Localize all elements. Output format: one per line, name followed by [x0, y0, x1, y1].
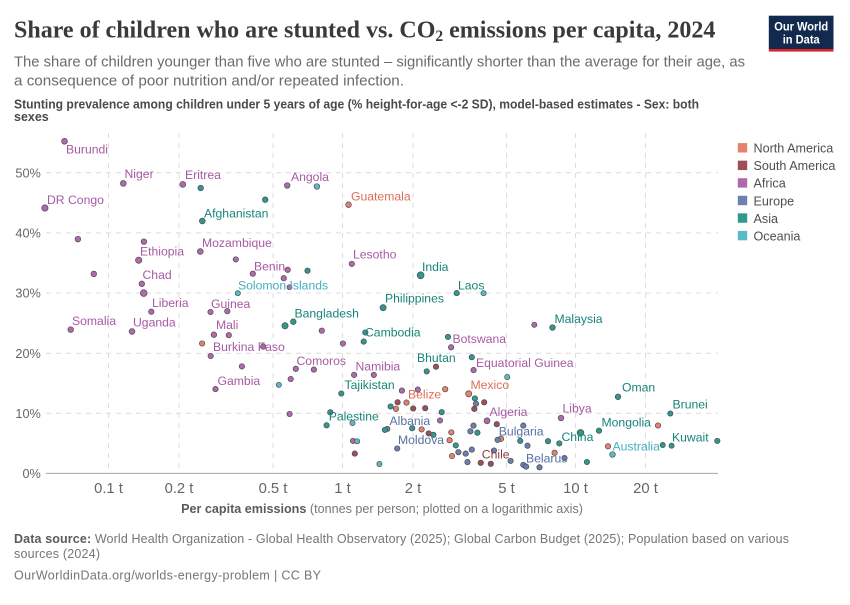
svg-text:20 t: 20 t [633, 481, 658, 497]
svg-text:Brunei: Brunei [673, 398, 708, 412]
svg-text:sources (2024): sources (2024) [14, 547, 100, 561]
svg-text:Europe: Europe [754, 194, 795, 208]
svg-text:sexes: sexes [14, 110, 49, 124]
svg-text:Somalia: Somalia [72, 314, 116, 328]
svg-text:The share of children younger: The share of children younger than five … [14, 53, 745, 70]
svg-text:Share of children who are stun: Share of children who are stunted vs. CO… [14, 18, 715, 46]
svg-text:30%: 30% [15, 287, 40, 301]
svg-text:Mozambique: Mozambique [202, 236, 272, 250]
svg-text:DR Congo: DR Congo [47, 193, 104, 207]
svg-text:Per capita emissions (tonnes p: Per capita emissions (tonnes per person;… [181, 502, 583, 516]
svg-text:40%: 40% [15, 227, 40, 241]
svg-text:Namibia: Namibia [356, 360, 401, 374]
svg-text:Angola: Angola [291, 170, 329, 184]
svg-text:Ethiopia: Ethiopia [140, 245, 184, 259]
svg-text:Malaysia: Malaysia [555, 312, 603, 326]
svg-text:Oman: Oman [622, 381, 655, 395]
svg-text:20%: 20% [15, 347, 40, 361]
svg-text:Afghanistan: Afghanistan [204, 207, 268, 221]
svg-text:Stunting prevalence among chil: Stunting prevalence among children under… [14, 97, 699, 111]
svg-text:Equatorial Guinea: Equatorial Guinea [476, 356, 574, 370]
svg-text:Niger: Niger [125, 167, 154, 181]
svg-text:Eritrea: Eritrea [185, 168, 221, 182]
svg-text:South America: South America [754, 159, 836, 173]
svg-text:Belize: Belize [408, 388, 441, 402]
svg-text:Mali: Mali [216, 318, 238, 332]
svg-text:Liberia: Liberia [152, 296, 189, 310]
svg-text:Our World: Our World [774, 20, 828, 34]
svg-text:Libya: Libya [563, 402, 592, 416]
svg-text:Cambodia: Cambodia [365, 326, 421, 340]
svg-text:in Data: in Data [783, 32, 820, 46]
svg-text:Solomon Islands: Solomon Islands [238, 279, 328, 293]
svg-text:Botswana: Botswana [453, 332, 507, 346]
svg-text:10%: 10% [15, 407, 40, 421]
svg-text:Guinea: Guinea [211, 297, 251, 311]
svg-text:Chad: Chad [143, 268, 172, 282]
svg-text:0%: 0% [22, 467, 40, 481]
svg-text:0.1 t: 0.1 t [94, 481, 123, 497]
svg-text:Mongolia: Mongolia [602, 416, 652, 430]
svg-text:Lesotho: Lesotho [353, 248, 397, 262]
svg-text:Albania: Albania [390, 414, 431, 428]
svg-text:Chile: Chile [482, 448, 510, 462]
svg-text:50%: 50% [15, 166, 40, 180]
svg-text:OurWorldinData.org/worlds-ener: OurWorldinData.org/worlds-energy-problem… [14, 569, 322, 583]
svg-text:Uganda: Uganda [133, 316, 176, 330]
svg-text:Burundi: Burundi [66, 143, 108, 157]
svg-text:5 t: 5 t [498, 481, 514, 497]
svg-text:Laos: Laos [458, 279, 484, 293]
svg-text:Bulgaria: Bulgaria [499, 425, 544, 439]
svg-text:0.5 t: 0.5 t [259, 481, 288, 497]
svg-text:Tajikistan: Tajikistan [345, 378, 395, 392]
svg-text:Bhutan: Bhutan [417, 351, 456, 365]
svg-text:Burkina Faso: Burkina Faso [213, 340, 285, 354]
svg-text:Guatemala: Guatemala [351, 190, 411, 204]
svg-text:Mexico: Mexico [471, 378, 510, 392]
svg-text:Comoros: Comoros [297, 354, 346, 368]
svg-text:a consequence of poor nutritio: a consequence of poor nutrition and/or r… [14, 73, 404, 90]
svg-text:India: India [422, 260, 449, 274]
svg-text:Palestine: Palestine [329, 409, 379, 423]
svg-text:0.2 t: 0.2 t [165, 481, 194, 497]
svg-text:Oceania: Oceania [754, 229, 801, 243]
svg-text:Benin: Benin [254, 260, 285, 274]
svg-text:Australia: Australia [613, 440, 661, 454]
svg-text:Africa: Africa [754, 177, 786, 191]
svg-text:10 t: 10 t [563, 481, 588, 497]
svg-text:Asia: Asia [754, 212, 779, 226]
svg-text:Philippines: Philippines [385, 292, 444, 306]
svg-text:Algeria: Algeria [490, 405, 528, 419]
svg-text:China: China [562, 430, 594, 444]
svg-text:Belarus: Belarus [526, 452, 567, 466]
svg-text:2 t: 2 t [405, 481, 421, 497]
svg-text:Moldova: Moldova [398, 433, 444, 447]
svg-text:Gambia: Gambia [218, 374, 261, 388]
svg-text:1 t: 1 t [334, 481, 350, 497]
svg-text:Bangladesh: Bangladesh [295, 307, 359, 321]
svg-text:Data source: World Health Orga: Data source: World Health Organization -… [14, 532, 789, 546]
svg-text:North America: North America [754, 142, 834, 156]
svg-text:Kuwait: Kuwait [672, 431, 709, 445]
